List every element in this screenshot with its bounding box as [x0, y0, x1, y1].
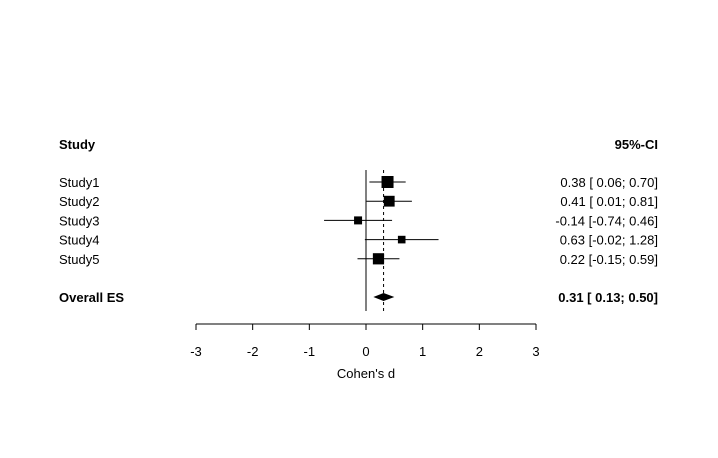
x-tick-label: 2 [476, 344, 483, 359]
study-ci-text: 0.38 [ 0.06; 0.70] [560, 175, 658, 190]
overall-diamond [373, 293, 395, 301]
x-tick-label: -1 [304, 344, 316, 359]
study-name: Study1 [59, 175, 99, 190]
x-tick-label: -2 [247, 344, 259, 359]
study-name: Study5 [59, 252, 99, 267]
overall-row: Overall ES 0.31 [ 0.13; 0.50] [59, 290, 658, 305]
effect-size-square [372, 253, 385, 265]
study-row: Study1 0.38 [ 0.06; 0.70] [59, 175, 658, 190]
x-axis-label: Cohen's d [337, 366, 395, 381]
study-ci-text: 0.22 [-0.15; 0.59] [560, 252, 658, 267]
effect-size-square [354, 216, 363, 225]
header-study: Study [59, 137, 96, 152]
x-tick-label: 0 [362, 344, 369, 359]
x-tick-label: 1 [419, 344, 426, 359]
study-ci-text: 0.63 [-0.02; 1.28] [560, 233, 658, 248]
study-name: Study3 [59, 213, 99, 228]
study-row: Study4 0.63 [-0.02; 1.28] [59, 233, 658, 248]
study-name: Study2 [59, 194, 99, 209]
effect-size-square [381, 176, 394, 188]
study-row: Study2 0.41 [ 0.01; 0.81] [59, 194, 658, 209]
header-ci: 95%-CI [615, 137, 658, 152]
study-ci-text: 0.41 [ 0.01; 0.81] [560, 194, 658, 209]
study-ci-text: -0.14 [-0.74; 0.46] [555, 213, 658, 228]
study-row: Study3 -0.14 [-0.74; 0.46] [59, 213, 658, 228]
study-name: Study4 [59, 233, 99, 248]
effect-size-square [383, 195, 395, 207]
x-tick-label: -3 [190, 344, 202, 359]
study-row: Study5 0.22 [-0.15; 0.59] [59, 252, 658, 267]
overall-name: Overall ES [59, 290, 124, 305]
x-tick-label: 3 [532, 344, 539, 359]
overall-ci-text: 0.31 [ 0.13; 0.50] [558, 290, 658, 305]
study-rows: Study1 0.38 [ 0.06; 0.70] Study2 0.41 [ 0.0… [59, 175, 658, 267]
effect-size-square [397, 235, 406, 244]
x-axis: -3 -2 -1 0 1 2 3 [190, 323, 540, 359]
